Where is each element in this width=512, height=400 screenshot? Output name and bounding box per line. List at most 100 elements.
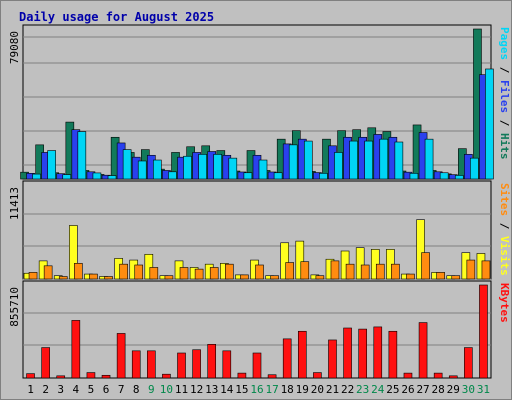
bar-pages-day-16 (258, 159, 268, 180)
bar-kbytes-day-5 (86, 372, 96, 379)
bar-sites-day-30 (466, 259, 476, 280)
bar-pages-day-20 (319, 173, 328, 180)
bar-pages-day-14 (228, 157, 238, 180)
bar-kbytes-day-1 (26, 373, 35, 379)
bar-visits-day-9 (144, 253, 154, 280)
bar-sites-day-18 (285, 262, 294, 280)
bar-pages-day-25 (394, 141, 404, 180)
bar-kbytes-day-22 (343, 327, 352, 379)
bar-sites-day-24 (375, 263, 385, 280)
panel-bottom-ymax-label: 855710 (8, 287, 21, 327)
bar-kbytes-day-7 (116, 333, 126, 379)
panel-middle-legend: Sites / Visits (498, 183, 511, 276)
chart-title: Daily usage for August 2025 (19, 10, 214, 24)
bar-pages-day-22 (349, 140, 358, 180)
bar-visits-day-27 (416, 219, 425, 280)
bar-kbytes-day-20 (313, 372, 322, 379)
bar-kbytes-day-26 (403, 372, 413, 379)
bar-sites-day-17 (270, 275, 279, 280)
bar-sites-day-26 (406, 273, 415, 280)
x-tick-label-day-23: 23 (356, 383, 369, 396)
bar-kbytes-day-28 (433, 372, 443, 379)
legend-separator: / (498, 60, 511, 80)
bar-sites-day-8 (134, 264, 144, 280)
bar-pages-day-31 (485, 68, 494, 180)
x-tick-label-day-22: 22 (341, 383, 354, 396)
bar-pages-day-15 (243, 172, 253, 180)
bar-kbytes-day-21 (328, 339, 337, 379)
bar-kbytes-day-9 (147, 350, 156, 379)
legend-files: Files (498, 80, 511, 113)
bar-pages-day-21 (334, 152, 343, 180)
legend-separator: / (498, 113, 511, 133)
bar-kbytes-day-30 (464, 347, 473, 379)
bar-sites-day-28 (436, 272, 445, 280)
x-tick-label-day-15: 15 (235, 383, 248, 396)
x-tick-label-day-7: 7 (118, 383, 125, 396)
bar-pages-day-17 (273, 172, 283, 180)
bar-kbytes-day-12 (192, 349, 201, 379)
bar-pages-day-5 (92, 172, 102, 180)
bar-kbytes-day-13 (207, 344, 217, 379)
bar-sites-day-13 (209, 267, 219, 280)
panel-top-ymax-label: 79080 (8, 31, 21, 64)
x-tick-label-day-10: 10 (160, 383, 173, 396)
bar-kbytes-day-29 (448, 375, 458, 379)
bar-pages-day-3 (62, 174, 72, 180)
bar-sites-day-19 (300, 261, 310, 280)
bar-sites-day-12 (194, 268, 204, 280)
panel-top-legend: Pages / Files / Hits (498, 27, 511, 160)
x-tick-label-day-8: 8 (133, 383, 140, 396)
x-tick-label-day-21: 21 (326, 383, 339, 396)
x-tick-label-day-13: 13 (205, 383, 218, 396)
x-tick-label-day-14: 14 (220, 383, 234, 396)
bar-sites-day-7 (119, 263, 128, 280)
x-tick-label-day-4: 4 (73, 383, 80, 396)
bar-pages-day-30 (470, 157, 479, 180)
bar-pages-day-1 (32, 173, 41, 180)
bar-pages-day-12 (198, 154, 207, 180)
legend-visits: Visits (498, 236, 511, 276)
bar-kbytes-day-24 (373, 326, 383, 379)
bar-sites-day-25 (391, 263, 400, 280)
legend-separator: / (498, 216, 511, 236)
bar-pages-day-8 (137, 160, 147, 180)
x-tick-label-day-27: 27 (416, 383, 429, 396)
bar-sites-day-16 (255, 264, 264, 280)
bar-sites-day-14 (225, 263, 234, 280)
bar-kbytes-day-25 (388, 330, 398, 379)
x-tick-label-day-20: 20 (311, 383, 324, 396)
bar-kbytes-day-6 (101, 374, 111, 379)
x-tick-label-day-1: 1 (27, 383, 34, 396)
x-tick-label-day-11: 11 (175, 383, 188, 396)
bar-pages-day-18 (288, 144, 298, 180)
bar-sites-day-23 (360, 264, 370, 280)
bar-kbytes-day-11 (177, 352, 186, 379)
bar-visits-day-4 (69, 225, 78, 280)
x-tick-label-day-3: 3 (57, 383, 64, 396)
bar-pages-day-24 (379, 138, 389, 180)
x-tick-label-day-26: 26 (401, 383, 414, 396)
panel-bottom-legend: KBytes (498, 283, 511, 323)
bar-pages-day-13 (213, 154, 223, 180)
bar-sites-day-15 (240, 274, 249, 280)
x-tick-label-day-5: 5 (88, 383, 95, 396)
legend-sites: Sites (498, 183, 511, 216)
bar-kbytes-day-17 (267, 374, 277, 379)
bar-pages-day-10 (168, 171, 177, 180)
legend-pages: Pages (498, 27, 511, 60)
bar-kbytes-day-4 (71, 320, 81, 379)
bar-pages-day-11 (183, 155, 192, 180)
bar-pages-day-28 (439, 172, 449, 180)
x-tick-label-day-24: 24 (371, 383, 385, 396)
bar-kbytes-day-23 (358, 328, 367, 379)
bar-kbytes-day-3 (56, 375, 66, 379)
bar-sites-day-5 (89, 273, 98, 280)
bar-visits-day-18 (280, 242, 289, 280)
bar-kbytes-day-10 (162, 373, 171, 379)
bar-pages-day-27 (424, 138, 434, 180)
bar-sites-day-4 (74, 263, 83, 280)
bar-sites-day-9 (149, 267, 159, 280)
bar-pages-day-7 (122, 149, 132, 180)
bar-visits-day-23 (355, 247, 365, 280)
